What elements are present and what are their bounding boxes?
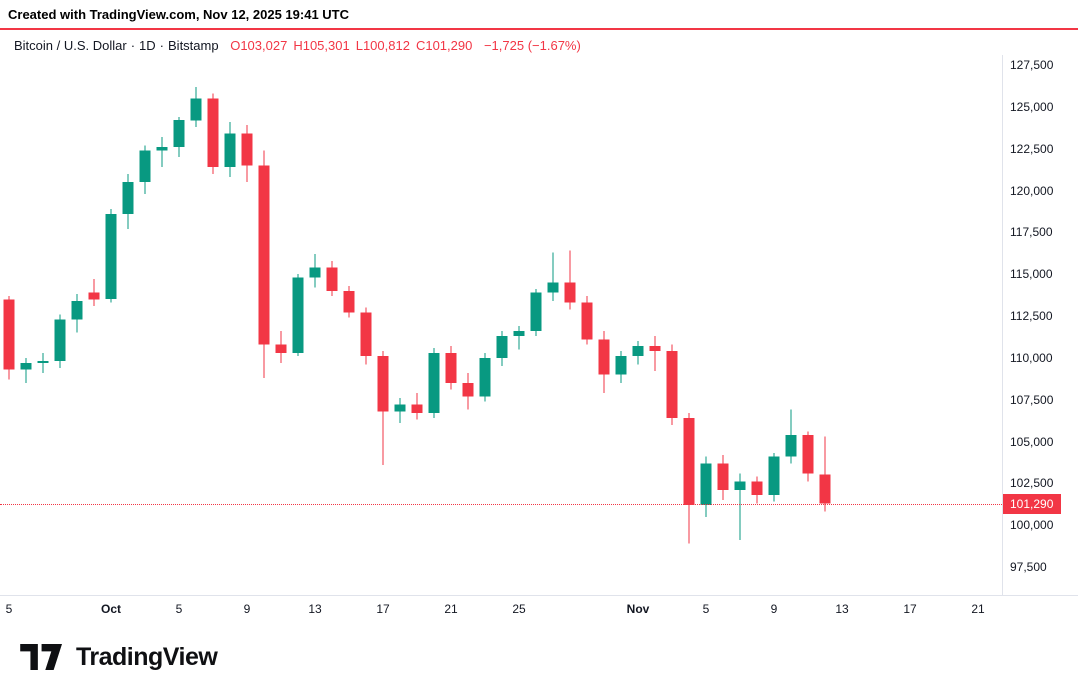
time-tick-label: 5 — [5, 602, 13, 616]
candlestick-series — [3, 86, 831, 544]
last-price-label: 101,290 — [1003, 493, 1062, 514]
time-tick-label: 5 — [175, 602, 183, 616]
time-tick-label: 13 — [308, 602, 322, 616]
tradingview-logo-icon — [20, 644, 62, 670]
time-tick-label: 17 — [376, 602, 390, 616]
price-tick-label: 125,000 — [1010, 99, 1054, 114]
time-tick-label: 21 — [971, 602, 985, 616]
price-tick-label: 100,000 — [1010, 518, 1054, 533]
price-tick-label: 102,500 — [1010, 476, 1054, 491]
price-tick-label: 112,500 — [1010, 309, 1053, 323]
price-tick-label: 107,500 — [1010, 392, 1054, 407]
time-scale[interactable]: 5 Oct 5 9 13 17 21 25 Nov 5 9 13 17 21 — [0, 595, 1078, 628]
time-tick-label: 5 — [702, 602, 710, 616]
open-value: O103,027 — [230, 38, 288, 53]
legend-separator: · — [159, 38, 165, 53]
close-value: C101,290 — [415, 38, 473, 53]
time-tick-label: 17 — [903, 602, 917, 616]
price-tick-label: 105,000 — [1010, 434, 1054, 449]
price-scale[interactable]: 101,290 127,500 125,000 122,500 120,000 117,… — [1002, 55, 1078, 595]
symbol-title: Bitcoin / U.S. Dollar — [14, 38, 127, 53]
top-divider-line — [0, 28, 1078, 30]
time-tick-label: 21 — [444, 602, 458, 616]
attribution-text: Created with TradingView.com, Nov 12, 20… — [8, 7, 350, 22]
high-value: H105,301 — [293, 38, 350, 53]
time-tick-label: 25 — [512, 602, 526, 616]
exchange-label: Bitstamp — [168, 38, 219, 53]
chart-legend: Bitcoin / U.S. Dollar · 1D · Bitstamp O103,0… — [14, 38, 581, 53]
tradingview-logo-text: TradingView — [76, 642, 218, 671]
price-tick-label: 97,500 — [1010, 560, 1047, 574]
price-tick-label: 117,500 — [1010, 225, 1053, 240]
price-tick-label: 110,000 — [1010, 350, 1053, 365]
legend-separator: · — [130, 38, 136, 53]
time-tick-label: 9 — [770, 602, 778, 616]
price-tick-label: 127,500 — [1010, 58, 1054, 72]
last-price-line — [0, 504, 1002, 505]
price-tick-label: 115,000 — [1010, 267, 1053, 282]
time-tick-label: Oct — [100, 602, 122, 616]
footer-branding: TradingView — [20, 637, 218, 677]
price-tick-label: 120,000 — [1010, 183, 1054, 198]
time-tick-label: Nov — [626, 602, 650, 616]
time-tick-label: 9 — [243, 602, 251, 616]
ohlc-readout: O103,027 H105,301 L100,812 C101,290 — [230, 38, 482, 53]
low-value: L100,812 — [355, 38, 410, 53]
candlestick-chart[interactable] — [0, 55, 1002, 595]
time-tick-label: 13 — [835, 602, 849, 616]
interval-label: 1D — [139, 38, 156, 53]
price-tick-label: 122,500 — [1010, 141, 1054, 156]
change-value: −1,725 (−1.67%) — [483, 38, 581, 53]
